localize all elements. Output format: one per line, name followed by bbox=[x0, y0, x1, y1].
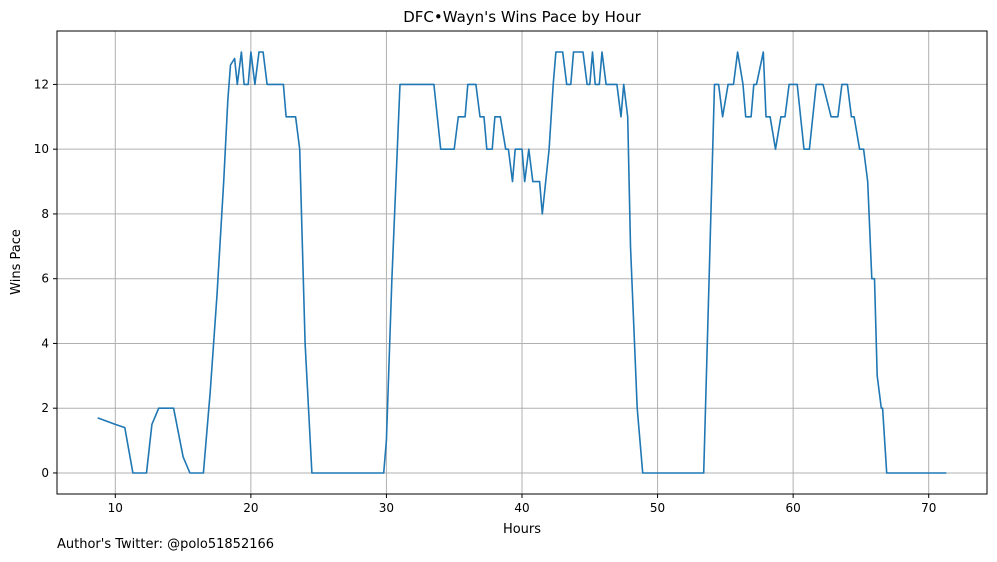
y-tick-label: 10 bbox=[34, 142, 49, 156]
x-tick-label: 70 bbox=[921, 501, 936, 515]
x-axis-label: Hours bbox=[503, 522, 541, 537]
x-tick-label: 40 bbox=[514, 501, 529, 515]
y-tick-label: 12 bbox=[34, 77, 49, 91]
x-tick-label: 60 bbox=[785, 501, 800, 515]
plot-area bbox=[97, 51, 947, 474]
x-tick-label: 30 bbox=[379, 501, 394, 515]
y-tick-label: 8 bbox=[41, 207, 49, 221]
x-tick-label: 10 bbox=[108, 501, 123, 515]
y-tick-label: 6 bbox=[41, 272, 49, 286]
x-tick-label: 20 bbox=[243, 501, 258, 515]
x-tick-label: 50 bbox=[650, 501, 665, 515]
ticks: 10 20 30 40 50 60 70 0 2 4 6 8 10 12 bbox=[34, 77, 937, 515]
y-tick-label: 0 bbox=[41, 466, 49, 480]
series-line bbox=[97, 51, 947, 474]
grid bbox=[57, 31, 987, 494]
y-tick-label: 2 bbox=[41, 401, 49, 415]
y-tick-label: 4 bbox=[41, 336, 49, 350]
y-axis-label: Wins Pace bbox=[9, 229, 24, 295]
chart-title: DFC•Wayn's Wins Pace by Hour bbox=[403, 8, 641, 26]
author-credit: Author's Twitter: @polo51852166 bbox=[57, 537, 275, 552]
